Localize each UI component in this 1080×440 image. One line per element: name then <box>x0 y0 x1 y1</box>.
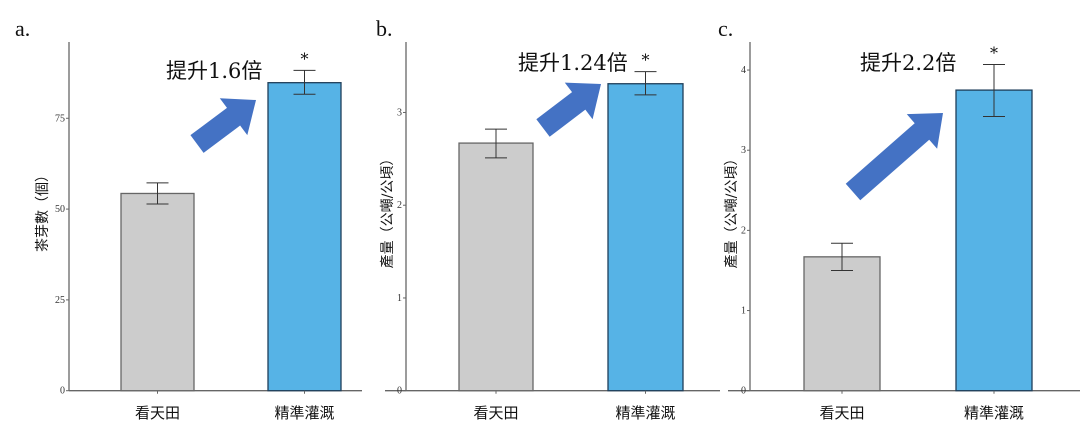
y-tick-label: 1 <box>741 306 746 317</box>
y-axis-label: 產量（公噸/公頃） <box>379 152 396 269</box>
bar-rainfed <box>803 256 881 392</box>
x-category-label: 精準灌溉 <box>615 404 675 422</box>
y-tick-label: 0 <box>741 386 746 397</box>
panel-c: c. 0 1 2 3 4 產量（公噸/公頃） 看天田 * 精準灌溉 提升2.2倍 <box>718 16 1080 422</box>
panel-label: b. <box>376 16 393 41</box>
y-tick-label: 3 <box>741 145 746 156</box>
increase-annotation: 提升1.6倍 <box>166 59 262 83</box>
x-category-label: 看天田 <box>135 404 180 422</box>
panel-label: c. <box>718 16 733 41</box>
increase-arrow-icon <box>190 98 256 153</box>
y-tick-label: 3 <box>397 107 402 118</box>
increase-annotation: 提升2.2倍 <box>860 51 956 75</box>
y-tick-label: 75 <box>55 113 65 124</box>
significance-mark: * <box>642 51 650 70</box>
increase-arrow-icon <box>536 82 601 137</box>
y-tick-label: 25 <box>55 295 65 306</box>
bar-rainfed <box>458 142 534 392</box>
panel-a: a. 0 25 50 75 茶芽數（個） 看天田 * 精準灌溉 提升1.6倍 <box>15 16 362 422</box>
y-tick-label: 1 <box>397 293 402 304</box>
panel-label: a. <box>15 16 30 41</box>
x-category-label: 看天田 <box>473 404 518 422</box>
increase-annotation: 提升1.24倍 <box>518 51 628 75</box>
y-tick-label: 0 <box>60 386 65 397</box>
y-tick-label: 2 <box>397 200 402 211</box>
panel-b: b. 0 1 2 3 產量（公噸/公頃） 看天田 * 精準灌溉 提升1.24倍 <box>376 16 720 422</box>
y-tick-label: 50 <box>55 204 65 215</box>
significance-mark: * <box>990 43 998 62</box>
x-category-label: 精準灌溉 <box>964 404 1024 422</box>
y-axis-label: 產量（公噸/公頃） <box>723 152 740 269</box>
significance-mark: * <box>301 49 309 68</box>
increase-arrow-icon <box>845 113 943 201</box>
y-tick-label: 2 <box>741 225 746 236</box>
x-category-label: 精準灌溉 <box>274 404 334 422</box>
bar-precision-irrigation <box>607 83 684 392</box>
y-tick-label: 4 <box>741 65 746 76</box>
x-category-label: 看天田 <box>819 404 864 422</box>
y-axis-label: 茶芽數（個） <box>35 168 51 252</box>
bar-precision-irrigation <box>955 89 1033 392</box>
y-tick-label: 0 <box>397 386 402 397</box>
bar-precision-irrigation <box>267 82 342 392</box>
bar-rainfed <box>120 192 195 392</box>
